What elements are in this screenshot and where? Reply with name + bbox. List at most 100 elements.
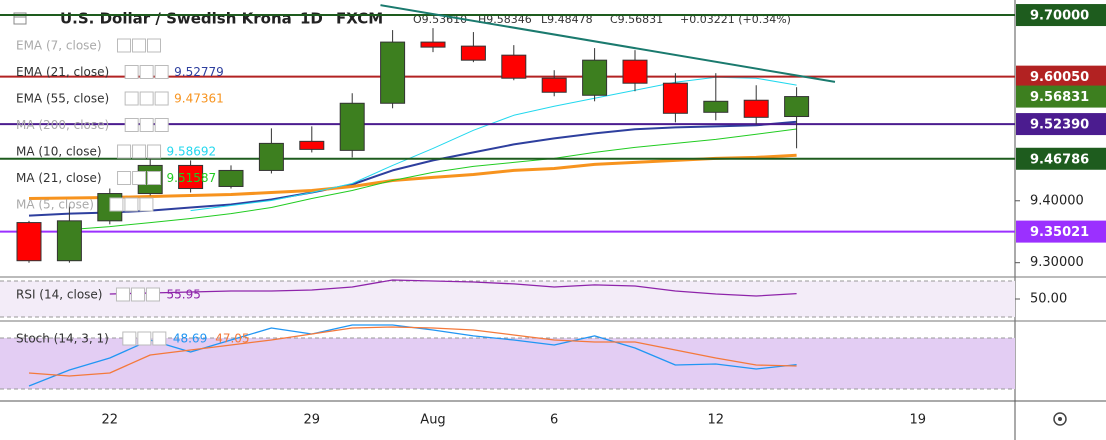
legend-icon[interactable] [154,118,169,132]
legend-icon[interactable] [117,171,132,185]
candle-body [622,59,648,84]
indicator-line [109,279,797,297]
legend-icon[interactable] [109,197,124,212]
legend-icon[interactable] [139,118,154,132]
candle-body [56,220,82,262]
trendline [380,4,836,83]
ohlc-readout: C9.56831 [610,13,663,26]
legend-entry: RSI (14, close) [16,288,102,302]
legend-icon[interactable] [132,38,146,53]
price-label: 9.60050 [1030,70,1089,85]
candle-body [582,59,608,96]
candle-body [743,99,769,118]
menu-icon[interactable] [13,12,27,25]
price-label: 9.56831 [1030,90,1089,105]
x-tick-label: 19 [910,413,927,428]
legend-icon[interactable] [124,118,139,132]
candle-body [16,222,42,262]
chart-title: U.S. Dollar / Swedish Krona [60,10,292,28]
legend-icon[interactable] [145,287,160,302]
candle-body [218,169,244,187]
ohlc-readout: +0.03221 (+0.34%) [680,13,791,26]
x-tick-label: 12 [708,413,725,428]
legend-entry: EMA (21, close) [16,65,109,79]
candle-body [460,45,486,61]
legend-icon[interactable] [147,38,161,53]
legend-icon[interactable] [139,91,154,106]
x-tick-label: Aug [420,413,445,428]
legend-value: 48.69 [173,332,207,346]
legend-icon[interactable] [152,331,167,346]
legend-icon[interactable] [147,144,162,159]
price-label-box [1016,4,1106,27]
price-label-box [1016,220,1106,243]
legend-icon[interactable] [154,91,169,106]
legend-entry: MA (5, close) [16,198,94,212]
legend-value: 9.52779 [174,65,224,79]
ohlc-readout: H9.58346 [478,13,532,26]
legend-icon[interactable] [130,287,145,302]
y-tick-label: 9.40000 [1030,193,1084,208]
price-label: 9.46786 [1030,152,1089,167]
settings-icon[interactable] [1053,412,1067,426]
legend-value: 9.47361 [174,92,224,106]
legend-value: 55.95 [166,288,200,302]
ohlc-readout: L9.48478 [541,13,593,26]
legend-icon[interactable] [124,91,139,106]
indicator-line [190,76,797,212]
legend-icon[interactable] [117,38,131,53]
price-label: 9.52390 [1030,118,1089,133]
indicator-line [28,153,797,200]
candle-body [784,96,810,118]
legend-value: 9.51587 [167,171,217,185]
legend-entry: EMA (7, close) [16,39,102,53]
ohlc-readout: O9.53610 [413,13,467,26]
legend-icon[interactable] [115,287,130,302]
legend-entry: Stoch (14, 3, 1) [16,332,109,346]
candle-body [541,77,567,93]
legend-icon[interactable] [117,144,132,159]
legend-icon[interactable] [132,144,147,159]
legend-icon[interactable] [139,197,154,212]
price-label-box [1016,85,1106,108]
legend-icon[interactable] [124,65,139,79]
legend-icon[interactable] [122,331,137,346]
legend-icon[interactable] [154,65,169,79]
price-label: 9.35021 [1030,225,1089,240]
candle-body [339,102,365,151]
candle-body [662,82,688,114]
x-tick-label: 29 [304,413,321,428]
legend-entry: MA (10, close) [16,145,102,159]
candle-body [258,142,284,171]
legend-icon[interactable] [147,171,162,185]
band [0,337,1015,389]
legend-value: 9.58692 [167,145,217,159]
candle-body [703,100,729,113]
legend-value: 47.05 [215,332,249,346]
legend-entry: MA (200, close) [16,118,109,132]
candle-body [501,54,527,79]
band [0,280,1015,318]
legend-icon[interactable] [132,171,147,185]
indicator-line [28,326,797,377]
y-tick-label: 50.00 [1030,292,1067,307]
price-label-box [1016,65,1106,88]
legend-icon[interactable] [124,197,139,212]
price-label-box [1016,147,1106,170]
y-tick-label: 9.30000 [1030,255,1084,270]
candle-body [380,41,406,104]
legend-icon[interactable] [139,65,154,79]
interval: 1D [300,10,323,28]
x-tick-label: 22 [102,413,119,428]
legend-entry: EMA (55, close) [16,92,109,106]
source: FXCM [336,10,383,28]
price-label: 9.70000 [1030,9,1089,24]
indicator-line [69,128,797,231]
indicator-line [28,120,797,217]
legend-icon[interactable] [137,331,152,346]
x-tick-label: 6 [550,413,558,428]
candle-body [178,164,204,190]
candle-body [420,41,446,48]
legend-entry: MA (21, close) [16,171,102,185]
